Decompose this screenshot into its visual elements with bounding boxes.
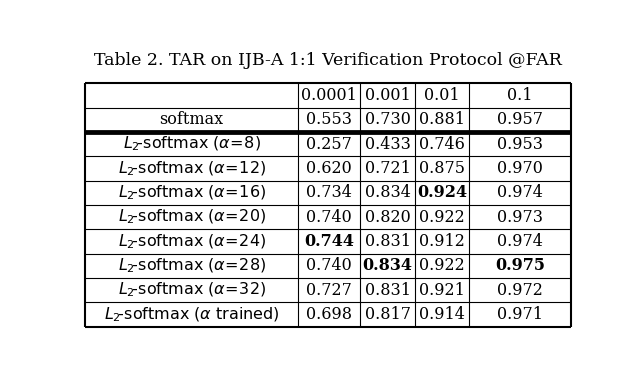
Text: softmax: softmax bbox=[159, 111, 223, 128]
Text: 0.971: 0.971 bbox=[497, 306, 543, 323]
Text: 0.744: 0.744 bbox=[304, 233, 355, 250]
Text: $L_2\!$-softmax ($\alpha\!=\!24$): $L_2\!$-softmax ($\alpha\!=\!24$) bbox=[118, 232, 266, 251]
Text: $L_2\!$-softmax ($\alpha\!=\!8$): $L_2\!$-softmax ($\alpha\!=\!8$) bbox=[123, 135, 260, 153]
Text: 0.957: 0.957 bbox=[497, 111, 543, 128]
Text: $L_2\!$-softmax ($\alpha$ trained): $L_2\!$-softmax ($\alpha$ trained) bbox=[104, 305, 280, 324]
Text: 0.924: 0.924 bbox=[417, 185, 467, 201]
Text: 0.922: 0.922 bbox=[419, 257, 465, 275]
Text: 0.831: 0.831 bbox=[365, 282, 410, 299]
Text: 0.974: 0.974 bbox=[497, 233, 543, 250]
Text: 0.553: 0.553 bbox=[307, 111, 352, 128]
Text: 0.972: 0.972 bbox=[497, 282, 543, 299]
Text: $L_2\!$-softmax ($\alpha\!=\!12$): $L_2\!$-softmax ($\alpha\!=\!12$) bbox=[118, 159, 266, 178]
Text: 0.727: 0.727 bbox=[307, 282, 352, 299]
Text: 0.820: 0.820 bbox=[365, 209, 410, 226]
Text: 0.834: 0.834 bbox=[362, 257, 413, 275]
Text: 0.1: 0.1 bbox=[508, 87, 533, 104]
Text: 0.721: 0.721 bbox=[365, 160, 410, 177]
Text: 0.912: 0.912 bbox=[419, 233, 465, 250]
Text: 0.881: 0.881 bbox=[419, 111, 465, 128]
Text: 0.257: 0.257 bbox=[307, 136, 352, 153]
Text: Table 2. TAR on IJB-A 1:1 Verification Protocol @FAR: Table 2. TAR on IJB-A 1:1 Verification P… bbox=[94, 52, 562, 69]
Text: $L_2\!$-softmax ($\alpha\!=\!28$): $L_2\!$-softmax ($\alpha\!=\!28$) bbox=[118, 257, 266, 275]
Text: $L_2\!$-softmax ($\alpha\!=\!20$): $L_2\!$-softmax ($\alpha\!=\!20$) bbox=[118, 208, 266, 227]
Text: 0.433: 0.433 bbox=[365, 136, 410, 153]
Text: 0.740: 0.740 bbox=[307, 257, 352, 275]
Text: 0.921: 0.921 bbox=[419, 282, 465, 299]
Text: 0.817: 0.817 bbox=[365, 306, 410, 323]
Text: 0.734: 0.734 bbox=[307, 185, 352, 201]
Text: 0.730: 0.730 bbox=[365, 111, 410, 128]
Text: 0.746: 0.746 bbox=[419, 136, 465, 153]
Text: 0.922: 0.922 bbox=[419, 209, 465, 226]
Text: 0.0001: 0.0001 bbox=[301, 87, 357, 104]
Text: 0.970: 0.970 bbox=[497, 160, 543, 177]
Text: 0.974: 0.974 bbox=[497, 185, 543, 201]
Text: 0.740: 0.740 bbox=[307, 209, 352, 226]
Text: 0.001: 0.001 bbox=[365, 87, 410, 104]
Text: 0.875: 0.875 bbox=[419, 160, 465, 177]
Text: $L_2\!$-softmax ($\alpha\!=\!32$): $L_2\!$-softmax ($\alpha\!=\!32$) bbox=[118, 281, 266, 299]
Text: 0.914: 0.914 bbox=[419, 306, 465, 323]
Text: 0.620: 0.620 bbox=[307, 160, 352, 177]
Text: $L_2\!$-softmax ($\alpha\!=\!16$): $L_2\!$-softmax ($\alpha\!=\!16$) bbox=[118, 184, 266, 202]
Text: 0.01: 0.01 bbox=[424, 87, 460, 104]
Text: 0.953: 0.953 bbox=[497, 136, 543, 153]
Text: 0.975: 0.975 bbox=[495, 257, 545, 275]
Text: 0.831: 0.831 bbox=[365, 233, 410, 250]
Text: 0.834: 0.834 bbox=[365, 185, 410, 201]
Text: 0.698: 0.698 bbox=[307, 306, 352, 323]
Text: 0.973: 0.973 bbox=[497, 209, 543, 226]
